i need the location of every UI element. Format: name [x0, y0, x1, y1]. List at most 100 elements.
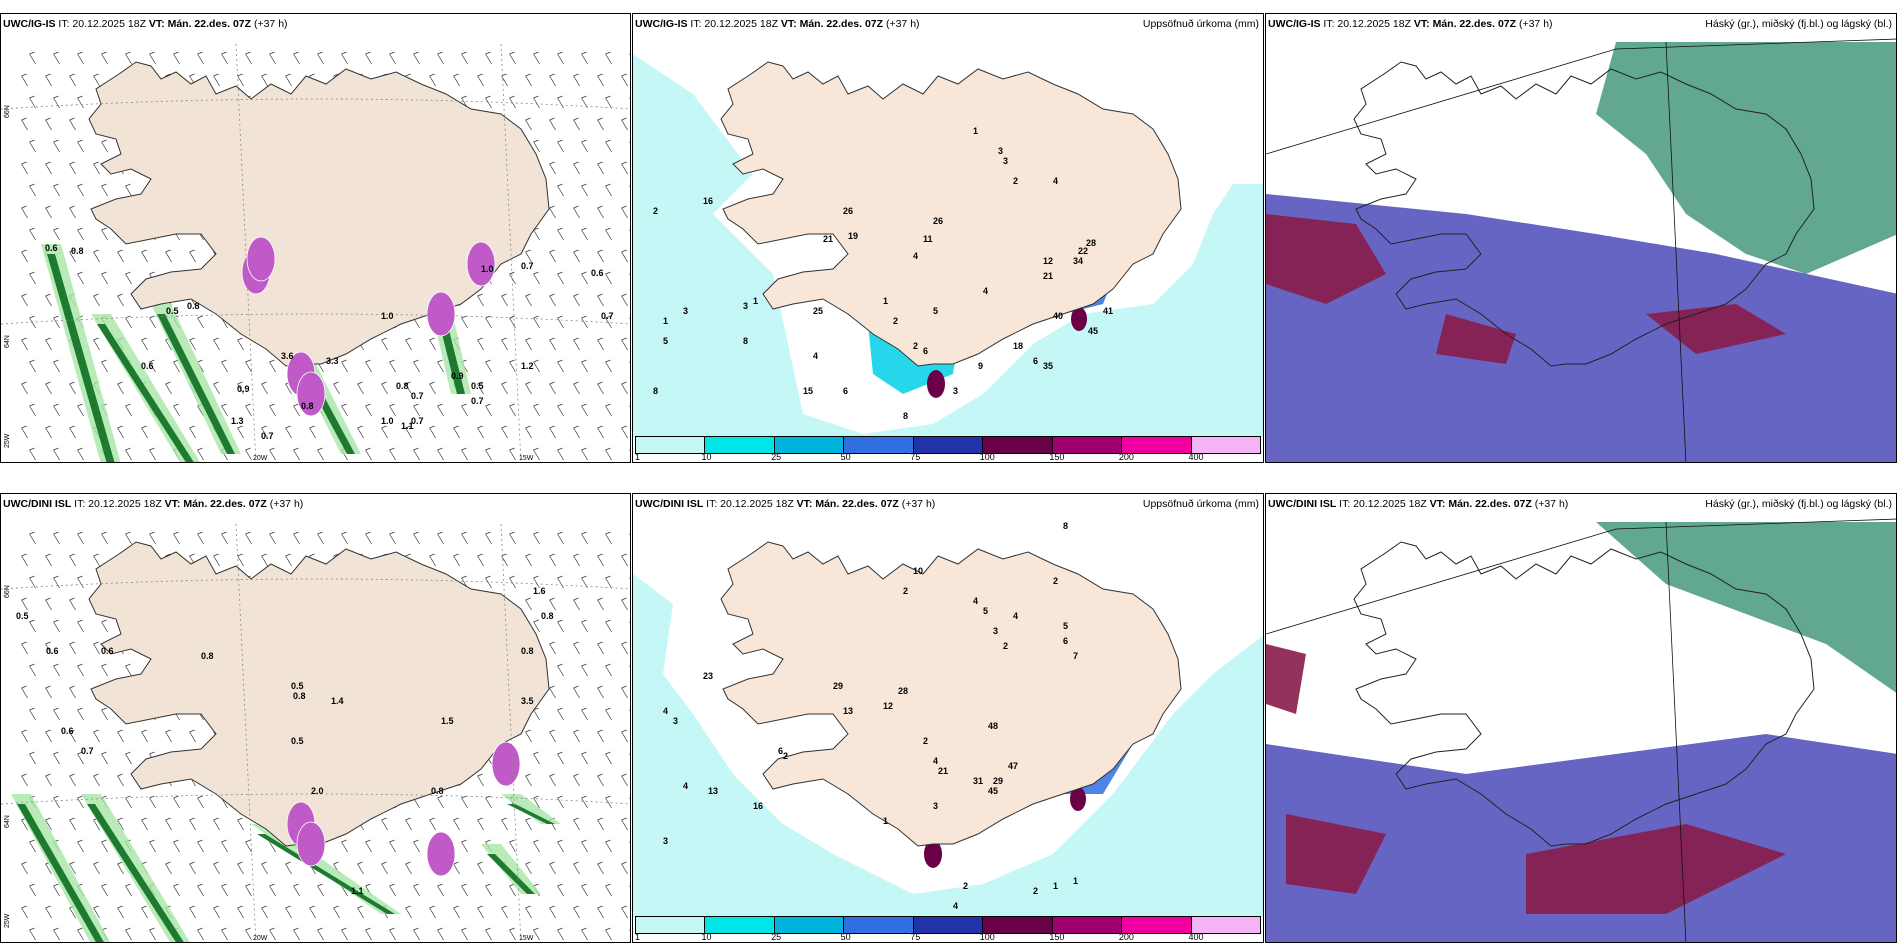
wind-panel-row2: UWC/DINI ISL IT: 20.12.2025 18Z VT: Mán.…: [0, 493, 631, 943]
value-label: 3: [933, 801, 938, 811]
colorbar-label: 400: [1188, 452, 1204, 462]
value-label: 4: [663, 706, 668, 716]
value-label: 3: [993, 626, 998, 636]
value-label: 2: [963, 881, 968, 891]
value-label: 1: [663, 316, 668, 326]
lon-label: 15W: [519, 455, 534, 462]
precip-green-areas: [41, 244, 471, 462]
colorbar-swatch: [1052, 437, 1123, 453]
value-label: 1.0: [381, 311, 394, 321]
cloud-panel-row2: UWC/DINI ISL IT: 20.12.2025 18Z VT: Mán.…: [1265, 493, 1897, 943]
value-label: 22: [1078, 246, 1088, 256]
mid-cloud-area: [1266, 734, 1896, 942]
value-label: 5: [663, 336, 668, 346]
value-label: 47: [1008, 761, 1018, 771]
value-label: 28: [1086, 238, 1096, 248]
cloud-panel-row1: UWC/IG-IS IT: 20.12.2025 18Z VT: Mán. 22…: [1265, 13, 1897, 463]
graticule: [1, 43, 630, 462]
panel-field-label: Uppsöfnuð úrkoma (mm): [1142, 498, 1259, 510]
value-label: 26: [843, 206, 853, 216]
lon-label: 15W: [519, 935, 534, 942]
lat-label: 64N: [4, 815, 11, 828]
value-label: 8: [743, 336, 748, 346]
value-label: 0.8: [541, 611, 554, 621]
lat-label: 66N: [4, 585, 11, 598]
value-label: 9: [978, 361, 983, 371]
colorbar-swatch: [1122, 437, 1192, 453]
value-label: 1: [973, 126, 978, 136]
high-cloud-area: [1596, 42, 1896, 274]
mid-cloud-area: [1266, 194, 1896, 462]
cloud-layers: [1266, 522, 1896, 942]
value-label: 0.8: [201, 651, 214, 661]
precip-value-labels: 1626192126114213234122134222841454035252…: [653, 126, 1113, 421]
value-label: 2: [653, 206, 658, 216]
value-label: 34: [1073, 256, 1083, 266]
precip-map: 1626192126114213234122134222841454035252…: [633, 42, 1263, 437]
panel-title: UWC/IG-IS IT: 20.12.2025 18Z VT: Mán. 22…: [635, 18, 920, 30]
value-label: 2: [893, 316, 898, 326]
value-label: 4: [1013, 611, 1018, 621]
value-label: 0.7: [521, 261, 534, 271]
value-label: 3.5: [521, 696, 534, 706]
colorbar-swatch: [913, 437, 984, 453]
panel-title: UWC/IG-IS IT: 20.12.2025 18Z VT: Mán. 22…: [1268, 18, 1553, 30]
value-label: 3: [1003, 156, 1008, 166]
panel-field-label: Háský (gr.), miðský (fj.bl.) og lágský (…: [1705, 18, 1892, 30]
colorbar-label: 1: [635, 932, 641, 942]
graticule: [1, 523, 630, 942]
value-label: 45: [1088, 326, 1098, 336]
colorbar-swatch: [636, 917, 706, 933]
value-label: 4: [933, 756, 938, 766]
panel-field-label: Háský (gr.), miðský (fj.bl.) og lágský (…: [1705, 498, 1892, 510]
low-cloud-area: [1266, 214, 1786, 364]
cloud-layers: [1266, 42, 1896, 462]
value-label: 0.8: [521, 646, 534, 656]
value-label: 0.8: [293, 691, 306, 701]
value-label: 40: [1053, 311, 1063, 321]
value-label: 3: [743, 301, 748, 311]
value-label: 1: [883, 816, 888, 826]
value-label: 2: [783, 751, 788, 761]
value-label: 5: [1063, 621, 1068, 631]
value-label: 0.8: [187, 301, 200, 311]
value-label: 21: [823, 234, 833, 244]
value-label: 3.6: [281, 351, 294, 361]
value-label: 21: [1043, 271, 1053, 281]
value-label: 3.3: [326, 356, 339, 366]
colorbar-swatch: [844, 917, 914, 933]
panel-title: UWC/DINI ISL IT: 20.12.2025 18Z VT: Mán.…: [3, 498, 304, 510]
value-label: 2: [1003, 641, 1008, 651]
colorbar-label: 50: [840, 932, 851, 942]
value-label: 12: [1043, 256, 1053, 266]
value-label: 0.8: [301, 401, 314, 411]
value-label: 2.0: [311, 786, 324, 796]
precip-colorbar: 1 10 25 50 75 100 150 200 400: [633, 914, 1263, 942]
low-cloud-area: [1266, 644, 1786, 914]
value-label: 1.0: [481, 264, 494, 274]
value-label: 41: [1103, 306, 1113, 316]
colorbar-swatch: [774, 437, 845, 453]
panel-title: UWC/IG-IS IT: 20.12.2025 18Z VT: Mán. 22…: [3, 18, 288, 30]
precip-panel-row2: UWC/DINI ISL IT: 20.12.2025 18Z VT: Mán.…: [632, 493, 1264, 943]
value-label: 1.6: [533, 586, 546, 596]
high-cloud-area: [1596, 522, 1896, 693]
value-label: 21: [938, 766, 948, 776]
value-label: 1.4: [331, 696, 344, 706]
precip-max-core: [924, 840, 942, 868]
value-label: 6: [923, 346, 928, 356]
value-label: 2: [903, 586, 908, 596]
value-label: 2: [913, 341, 918, 351]
value-label: 1.2: [521, 361, 534, 371]
value-label: 2: [1013, 176, 1018, 186]
value-label: 1.5: [441, 716, 454, 726]
colorbar-label: 75: [910, 452, 921, 462]
value-label: 19: [848, 231, 858, 241]
value-label: 1: [1053, 881, 1058, 891]
value-label: 0.6: [101, 646, 114, 656]
value-label: 4: [983, 286, 988, 296]
value-label: 3: [673, 716, 678, 726]
value-label: 45: [988, 786, 998, 796]
